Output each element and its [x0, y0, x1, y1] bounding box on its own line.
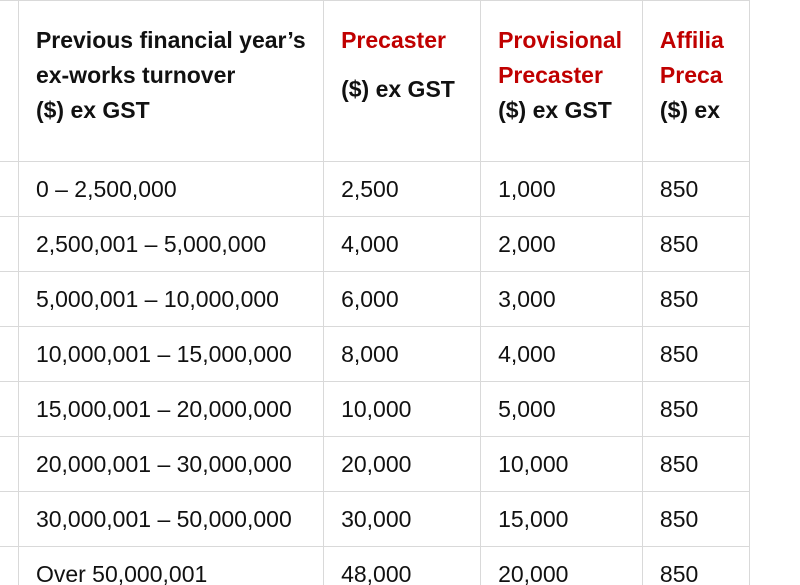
provisional-fee-cell: 4,000 — [480, 326, 643, 382]
precaster-fee-cell: 30,000 — [323, 491, 482, 547]
table-row: 5,000,001 – 10,000,000 6,000 3,000 850 — [0, 271, 751, 327]
affiliate-fee-cell: 850 — [641, 381, 751, 437]
membership-type-cell — [0, 381, 19, 437]
turnover-cell: 20,000,001 – 30,000,000 — [17, 436, 325, 492]
header-affiliate-unit: ($) ex — [659, 97, 721, 123]
precaster-fee-cell: 4,000 — [323, 216, 482, 272]
provisional-fee-cell: 20,000 — [480, 546, 643, 585]
table-row: 10,000,001 – 15,000,000 8,000 4,000 850 — [0, 326, 751, 382]
header-precaster-unit: ($) ex GST — [341, 76, 455, 102]
turnover-cell: 10,000,001 – 15,000,000 — [17, 326, 325, 382]
affiliate-fee-cell: 850 — [641, 161, 751, 217]
header-turnover-line3: ($) ex GST — [35, 97, 150, 123]
table-row: 15,000,001 – 20,000,000 10,000 5,000 850 — [0, 381, 751, 437]
affiliate-fee-cell: 850 — [641, 271, 751, 327]
membership-type-cell — [0, 326, 19, 382]
precaster-fee-cell: 8,000 — [323, 326, 482, 382]
membership-type-cell — [0, 436, 19, 492]
table-row: 20,000,001 – 30,000,000 20,000 10,000 85… — [0, 436, 751, 492]
header-turnover-line2: ex-works turnover — [35, 62, 236, 88]
precaster-fee-cell: 6,000 — [323, 271, 482, 327]
header-col0-label: pe — [0, 23, 17, 58]
provisional-fee-cell: 10,000 — [480, 436, 643, 492]
affiliate-fee-cell: 850 — [641, 491, 751, 547]
table-row: 0 – 2,500,000 2,500 1,000 850 — [0, 161, 751, 217]
affiliate-fee-cell: 850 — [641, 326, 751, 382]
provisional-fee-cell: 3,000 — [480, 271, 643, 327]
header-provisional-unit: ($) ex GST — [498, 97, 612, 123]
table-row: 30,000,001 – 50,000,000 30,000 15,000 85… — [0, 491, 751, 547]
provisional-fee-cell: 5,000 — [480, 381, 643, 437]
membership-type-cell — [0, 546, 19, 585]
header-affiliate-precaster: Affilia Preca ($) ex — [641, 0, 751, 162]
header-turnover-line1: Previous financial year’s — [35, 27, 306, 53]
membership-fee-table: pe Previous financial year’s ex-works tu… — [0, 0, 751, 585]
turnover-cell: 30,000,001 – 50,000,000 — [17, 491, 325, 547]
table-row: Over 50,000,001 48,000 20,000 850 — [0, 546, 751, 585]
precaster-fee-cell: 10,000 — [323, 381, 482, 437]
turnover-cell: Over 50,000,001 — [17, 546, 325, 585]
membership-type-cell — [0, 271, 19, 327]
header-provisional-precaster: Provisional Precaster ($) ex GST — [480, 0, 643, 162]
turnover-cell: 5,000,001 – 10,000,000 — [17, 271, 325, 327]
membership-type-cell — [0, 216, 19, 272]
affiliate-fee-cell: 850 — [641, 436, 751, 492]
precaster-fee-cell: 2,500 — [323, 161, 482, 217]
header-membership-type: pe — [0, 0, 19, 162]
header-affiliate-line2: Preca — [659, 62, 723, 88]
membership-type-cell — [0, 161, 19, 217]
turnover-cell: 0 – 2,500,000 — [17, 161, 325, 217]
precaster-fee-cell: 20,000 — [323, 436, 482, 492]
provisional-fee-cell: 15,000 — [480, 491, 643, 547]
header-precaster: Precaster ($) ex GST — [323, 0, 482, 162]
membership-type-cell — [0, 491, 19, 547]
turnover-cell: 2,500,001 – 5,000,000 — [17, 216, 325, 272]
precaster-fee-cell: 48,000 — [323, 546, 482, 585]
table-row: 2,500,001 – 5,000,000 4,000 2,000 850 — [0, 216, 751, 272]
affiliate-fee-cell: 850 — [641, 546, 751, 585]
header-precaster-title: Precaster — [341, 27, 446, 53]
header-provisional-line2: Precaster — [498, 62, 603, 88]
provisional-fee-cell: 1,000 — [480, 161, 643, 217]
header-affiliate-line1: Affilia — [659, 27, 724, 53]
header-provisional-line1: Provisional — [498, 27, 623, 53]
turnover-cell: 15,000,001 – 20,000,000 — [17, 381, 325, 437]
header-turnover: Previous financial year’s ex-works turno… — [17, 0, 325, 162]
provisional-fee-cell: 2,000 — [480, 216, 643, 272]
table-header-row: pe Previous financial year’s ex-works tu… — [0, 0, 751, 162]
affiliate-fee-cell: 850 — [641, 216, 751, 272]
